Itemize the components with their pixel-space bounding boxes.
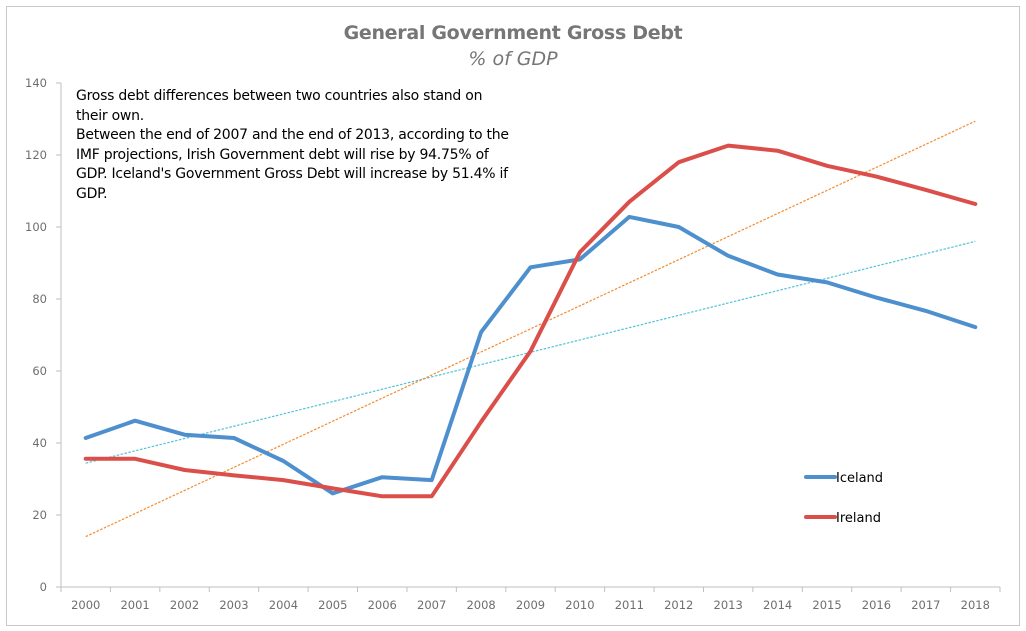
x-tick-label: 2012	[664, 598, 693, 612]
x-tick-label: 2018	[961, 598, 990, 612]
x-tick-label: 2000	[71, 598, 100, 612]
x-tick-label: 2006	[368, 598, 397, 612]
x-tick-label: 2003	[219, 598, 248, 612]
chart-title: General Government Gross Debt	[343, 22, 683, 44]
y-tick-label: 120	[25, 148, 47, 162]
series-lines	[83, 143, 978, 499]
y-tick-label: 60	[32, 364, 47, 378]
annotation-line: Gross debt differences between two count…	[76, 88, 483, 104]
x-tick-label: 2005	[318, 598, 347, 612]
x-tick-label: 2002	[170, 598, 199, 612]
x-tick-label: 2011	[615, 598, 644, 612]
x-tick-label: 2008	[466, 598, 495, 612]
x-tick-label: 2010	[565, 598, 594, 612]
legend-label: Iceland	[836, 471, 883, 486]
chart-frame	[6, 6, 1020, 626]
annotation-text: Gross debt differences between two count…	[76, 87, 536, 204]
x-tick-label: 2015	[812, 598, 841, 612]
x-tick-label: 2013	[714, 598, 743, 612]
annotation-line: their own.	[76, 107, 144, 124]
annotation-line: IMF projections, Irish Government debt w…	[76, 146, 489, 163]
y-tick-label: 140	[25, 76, 47, 90]
x-tick-label: 2007	[417, 598, 446, 612]
chart-subtitle: % of GDP	[468, 48, 558, 70]
y-tick-label: 20	[32, 508, 47, 522]
x-tick-label: 2016	[862, 598, 891, 612]
x-tick-label: 2004	[269, 598, 298, 612]
annotation-line: Between the end of 2007 and the end of 2…	[76, 127, 509, 143]
x-tick-label: 2001	[120, 598, 149, 612]
annotation-line: GDP.	[76, 185, 108, 202]
x-tick-label: 2017	[911, 598, 940, 612]
trendline	[85, 120, 976, 538]
y-tick-label: 0	[40, 580, 47, 594]
y-tick-label: 80	[32, 292, 47, 306]
legend-label: Ireland	[836, 511, 881, 526]
series-line-iceland	[83, 214, 978, 496]
legend: Iceland Ireland	[804, 471, 883, 526]
x-tick-label: 2014	[763, 598, 792, 612]
annotation-line: GDP. Iceland's Government Gross Debt wil…	[76, 166, 508, 182]
x-tick-label: 2009	[516, 598, 545, 612]
axes: 0 20 40 60 80 100 120 140 2000 2001 2002 2003 2004 20…	[25, 76, 1001, 612]
y-tick-label: 100	[25, 220, 47, 234]
y-tick-label: 40	[32, 436, 47, 450]
series-line-ireland	[83, 143, 978, 499]
